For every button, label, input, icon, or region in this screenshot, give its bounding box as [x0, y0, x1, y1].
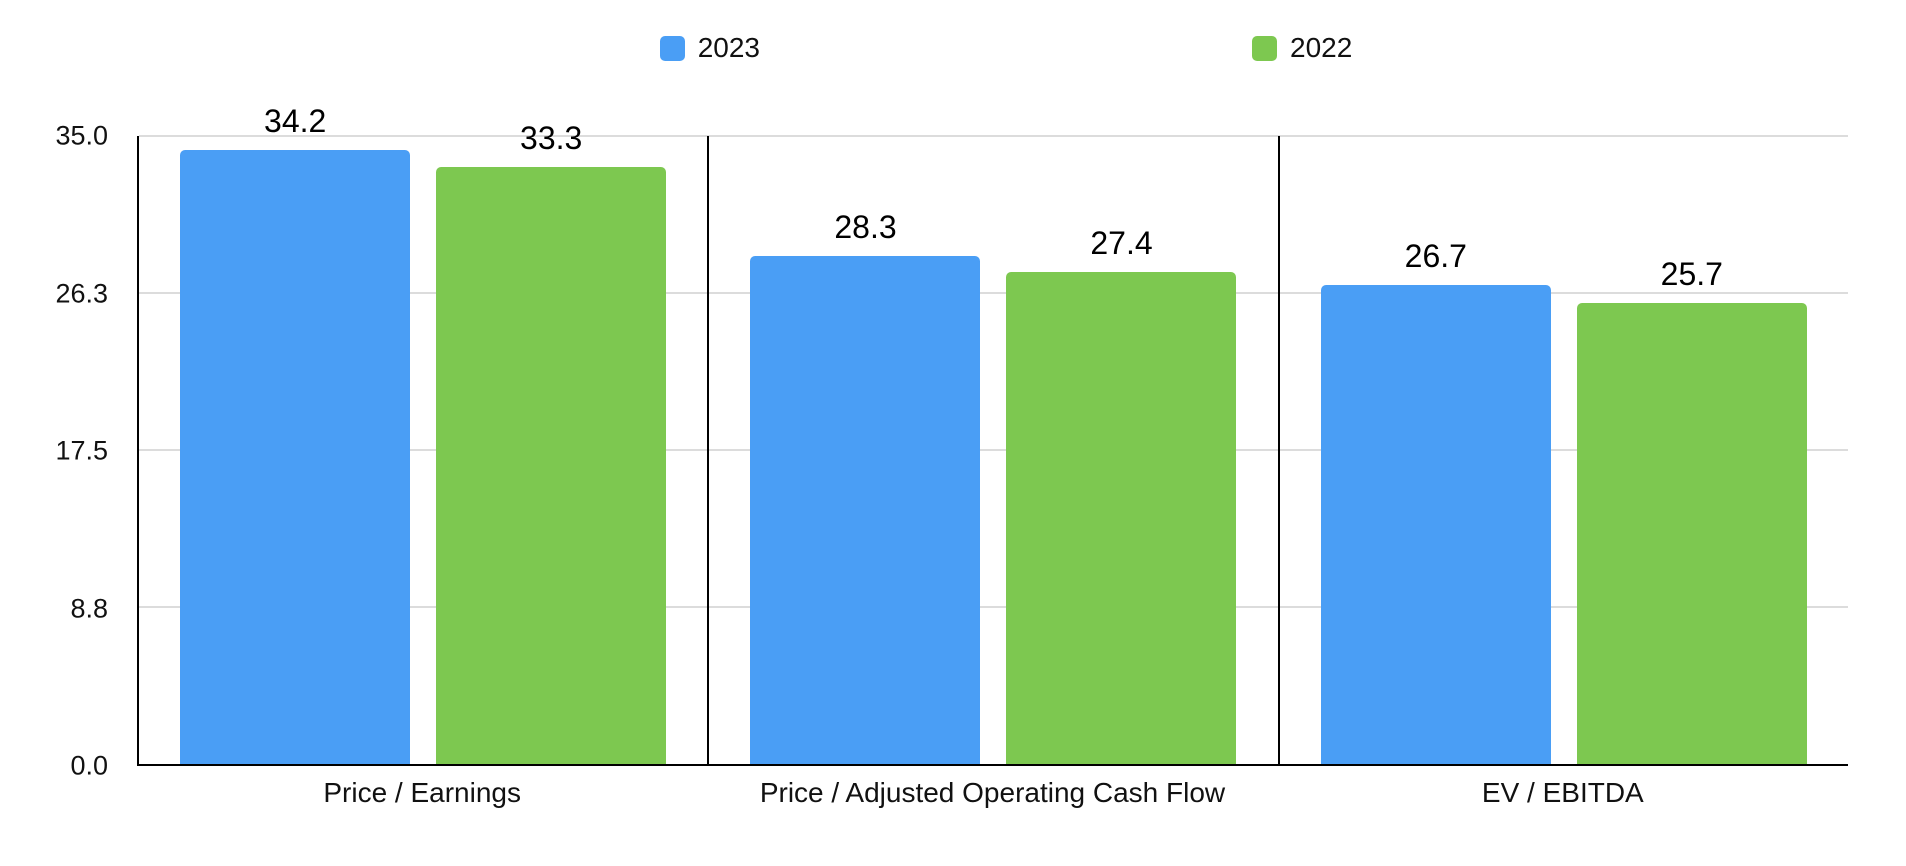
category-panel-2: 28.3 27.4 — [707, 136, 1277, 764]
legend-label-2023: 2023 — [697, 32, 760, 63]
bar-2022-category-3: 25.7 — [1576, 256, 1807, 764]
x-axis-label-price-adjusted-operating-cash-flow: Price / Adjusted Operating Cash Flow — [759, 777, 1226, 808]
gridline — [139, 449, 1848, 451]
plot-area: 34.2 33.3 28.3 27.4 26.7 25.7 — [137, 104, 1848, 766]
y-axis-tick-label: 26.3 — [55, 278, 108, 308]
category-panel-1: 34.2 33.3 — [139, 104, 707, 764]
y-axis-tick-label: 17.5 — [55, 435, 108, 466]
bar-2022-category-2: 27.4 — [1006, 226, 1237, 764]
bar-value-label: 33.3 — [520, 119, 583, 156]
bar-2023-category-3: 26.7 — [1320, 238, 1551, 764]
y-axis-tick-label: 35.0 — [55, 120, 108, 151]
gridline — [139, 292, 1848, 294]
category-panel-3: 26.7 25.7 — [1277, 136, 1848, 764]
chart-legend: 2023 2022 — [106, 34, 1906, 62]
bar-value-label: 25.7 — [1660, 255, 1723, 292]
legend-item-2022: 2022 — [1252, 34, 1352, 62]
x-axis-labels: Price / Earnings Price / Adjusted Operat… — [137, 770, 1848, 816]
legend-item-2023: 2023 — [659, 32, 760, 63]
x-axis-label-price-earnings: Price / Earnings — [323, 777, 521, 808]
legend-swatch-2023 — [659, 35, 685, 61]
bar-value-label: 27.4 — [1090, 225, 1153, 262]
bar-value-label: 34.2 — [264, 103, 327, 140]
category-panels: 34.2 33.3 28.3 27.4 26.7 25.7 — [139, 104, 1848, 764]
bar-2023-category-2: 28.3 — [750, 210, 981, 764]
bar-value-label: 28.3 — [834, 209, 897, 246]
legend-swatch-2022 — [1252, 35, 1277, 61]
x-axis-label-ev-ebitda: EV / EBITDA — [1481, 777, 1644, 808]
gridline — [139, 135, 1848, 137]
gridlines — [139, 135, 1848, 764]
bar-2022-category-1: 33.3 — [436, 120, 667, 764]
y-axis-tick-label: 8.8 — [70, 593, 108, 623]
bar-2023-category-1: 34.2 — [180, 104, 411, 764]
bar-value-label: 26.7 — [1404, 237, 1467, 274]
y-axis-tick-label: 0.0 — [70, 750, 108, 781]
y-axis: 35.0 26.3 17.5 8.8 0.0 — [0, 122, 122, 779]
legend-label-2022: 2022 — [1290, 32, 1353, 63]
gridline — [139, 606, 1848, 608]
